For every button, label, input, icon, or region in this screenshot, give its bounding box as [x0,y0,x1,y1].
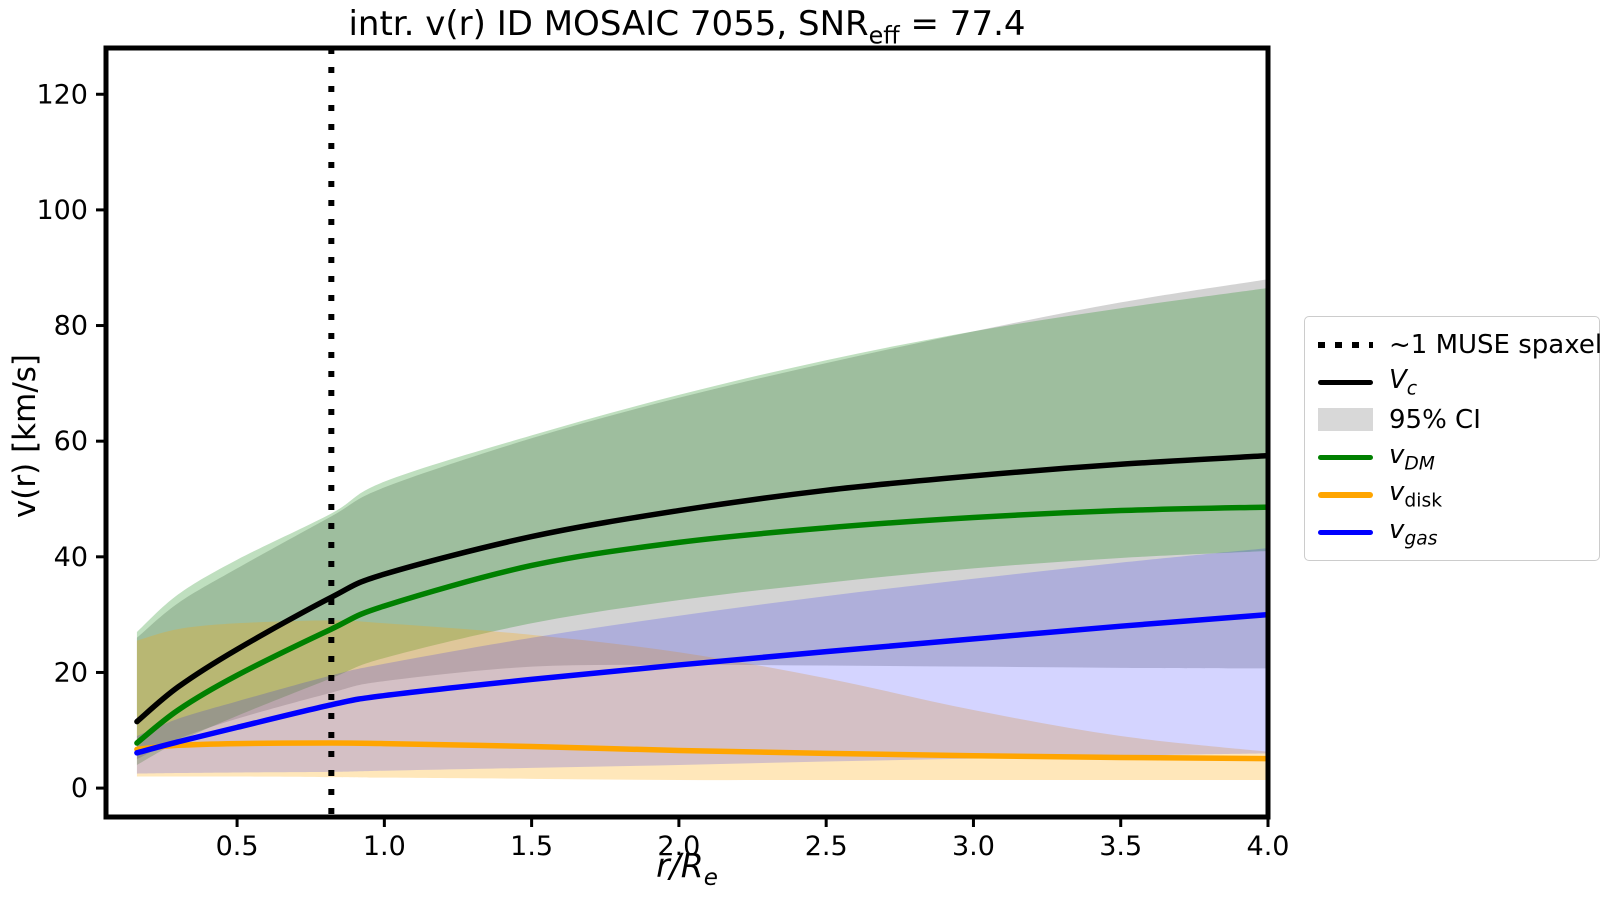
text-segment: r/R [656,846,704,885]
legend-item-vdm: vDM [1318,439,1589,477]
x-tick-label: 1.0 [363,831,406,862]
legend-item-vc: Vc [1318,364,1589,402]
legend-dotted-sample [1318,341,1373,348]
x-tick-label: 4.0 [1247,831,1290,862]
y-tick-label: 80 [54,311,88,342]
band-ci-v-dm [136,287,1268,765]
x-tick-label: 1.5 [510,831,553,862]
legend: ~1 MUSE spaxel Vc 95% CI vDM vdisk vgas [1304,316,1602,561]
line-swatch [1318,492,1373,498]
y-tick-label: 40 [54,542,88,573]
legend-label-vc: Vc [1389,365,1417,400]
band-ci-v-disk [136,620,1268,781]
x-axis-label: r/Re [106,846,1268,891]
legend-item-muse-spaxel: ~1 MUSE spaxel [1318,326,1602,364]
legend-label-vgas: vgas [1389,515,1437,550]
text-segment: e [703,865,718,892]
curve-v-c [134,452,1268,725]
text-segment: c [1406,378,1418,400]
legend-label-vdisk: vdisk [1389,477,1442,512]
text-segment: v [1389,477,1405,508]
line-swatch [1318,454,1373,460]
text-segment: DM [1404,453,1435,475]
y-tick-label: 0 [71,773,88,804]
line-swatch [1318,529,1373,535]
dotted-swatch [1318,341,1373,348]
text-segment: = 77.4 [899,4,1026,44]
x-tick-label: 3.0 [952,831,995,862]
y-tick-label: 100 [36,195,88,226]
x-tick-label: 3.5 [1099,831,1142,862]
text-segment: disk [1404,491,1443,513]
text-segment: intr. v(r) ID MOSAIC 7055, SNR [348,4,869,44]
line-swatch [1318,379,1373,385]
x-tick-label: 2.5 [805,831,848,862]
legend-item-vgas: vgas [1318,514,1589,552]
legend-line-sample [1318,529,1373,535]
text-segment: gas [1404,528,1438,550]
chart-title: intr. v(r) ID MOSAIC 7055, SNReff = 77.4 [106,4,1268,49]
legend-label-muse-spaxel: ~1 MUSE spaxel [1389,330,1602,360]
legend-line-sample [1318,454,1373,460]
axes-spines [103,45,1271,820]
curve-v-gas [134,611,1268,756]
y-tick-label: 60 [54,426,88,457]
x-tick-label: 2.0 [657,831,700,862]
legend-label-ci95: 95% CI [1389,405,1481,435]
y-tick-label: 120 [36,79,88,110]
text-segment: ~1 MUSE spaxel [1389,329,1603,360]
legend-line-sample [1318,492,1373,498]
legend-item-vdisk: vdisk [1318,476,1589,514]
text-segment: v [1389,514,1405,545]
text-segment: v [1389,439,1405,470]
text-segment: eff [868,21,900,50]
legend-label-vdm: vDM [1389,440,1435,475]
legend-line-sample [1318,379,1373,385]
x-tick-label: 0.5 [216,831,259,862]
curve-v-disk [134,740,1268,762]
y-tick-label: 20 [54,657,88,688]
legend-item-ci95: 95% CI [1318,401,1589,439]
y-axis-label: v(r) [km/s] [7,353,43,519]
patch-swatch [1318,408,1373,432]
legend-patch-sample [1318,408,1373,432]
curve-v-dm [134,504,1268,746]
text-segment: 95% CI [1389,404,1481,435]
text-segment: V [1389,364,1407,395]
